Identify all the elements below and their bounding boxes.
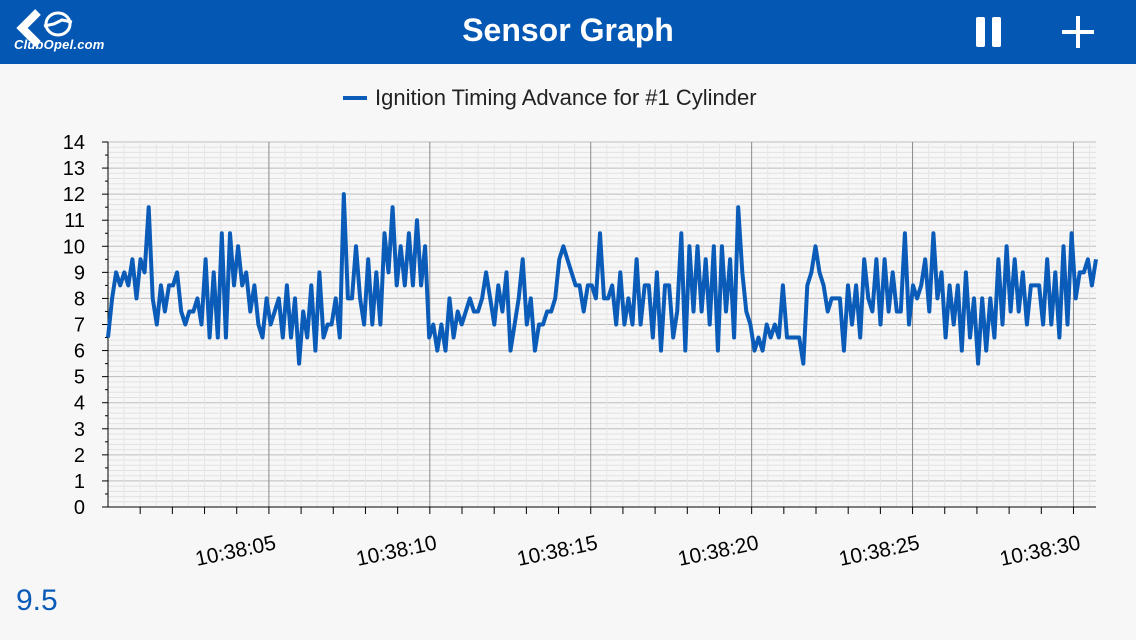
x-tick-label: 10:38:05 — [193, 531, 278, 570]
y-tick-label: 1 — [74, 471, 85, 493]
pause-icon[interactable] — [970, 14, 1008, 52]
top-bar: ClubOpel.com Sensor Graph — [0, 0, 1136, 64]
y-tick-label: 5 — [74, 367, 85, 389]
club-opel-logo[interactable] — [14, 8, 124, 58]
y-tick-label: 0 — [74, 497, 85, 519]
x-tick-label: 10:38:10 — [354, 531, 439, 570]
y-tick-label: 4 — [74, 393, 85, 415]
y-tick-label: 6 — [74, 341, 85, 363]
y-tick-label: 3 — [74, 419, 85, 441]
sensor-chart: Ignition Timing Advance for #1 Cylinder … — [63, 85, 1098, 571]
y-tick-label: 13 — [63, 158, 85, 180]
y-tick-label: 12 — [63, 184, 85, 206]
chart-grid — [107, 141, 1096, 508]
current-value-readout: 9.5 — [16, 584, 58, 617]
x-tick-label: 10:38:25 — [837, 531, 922, 570]
x-tick-label: 10:38:20 — [676, 531, 761, 570]
y-tick-label: 8 — [74, 288, 85, 310]
y-tick-label: 2 — [74, 445, 85, 467]
legend-label: Ignition Timing Advance for #1 Cylinder — [375, 85, 757, 110]
y-tick-label: 14 — [63, 132, 85, 154]
y-tick-label: 11 — [64, 210, 85, 232]
logo-text: ClubOpel.com — [14, 37, 105, 52]
x-tick-label: 10:38:15 — [515, 531, 600, 570]
x-axis: 10:38:05 10:38:10 10:38:15 10:38:20 10:38:25… — [139, 507, 1083, 571]
page-title: Sensor Graph — [462, 12, 674, 48]
x-tick-label: 10:38:30 — [998, 531, 1083, 570]
chart-legend: Ignition Timing Advance for #1 Cylinder — [343, 85, 757, 110]
plus-icon[interactable] — [1058, 12, 1098, 52]
y-tick-label: 9 — [74, 262, 85, 284]
y-tick-label: 7 — [74, 315, 85, 337]
y-tick-label: 10 — [63, 236, 85, 258]
series-line — [106, 192, 1098, 366]
